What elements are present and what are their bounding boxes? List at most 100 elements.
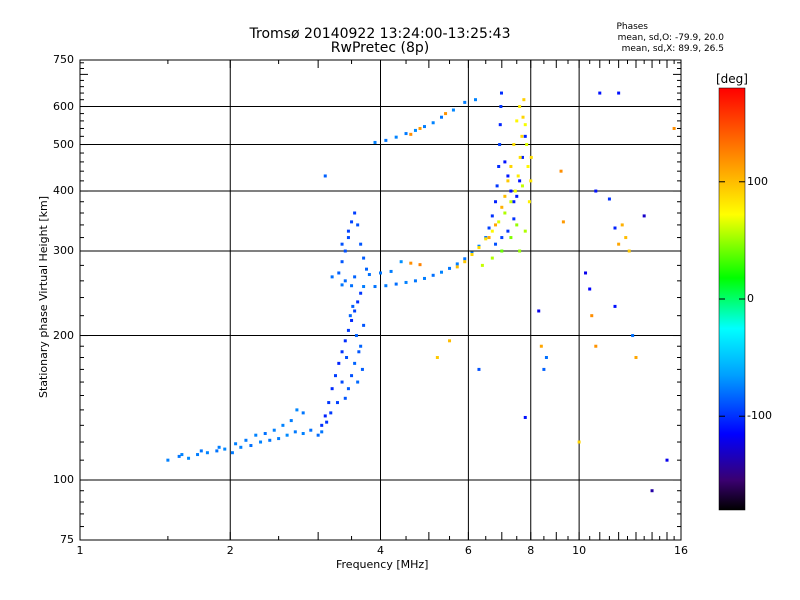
data-point (503, 160, 507, 164)
data-point (323, 414, 327, 418)
data-point (343, 339, 347, 343)
data-point (634, 355, 638, 359)
data-point (357, 350, 361, 354)
y-tick-label: 500 (53, 137, 74, 151)
data-point (444, 112, 448, 116)
data-point (356, 380, 360, 384)
data-point (268, 438, 272, 442)
colorbar-tick-label: 0 (747, 292, 754, 305)
data-point (509, 164, 513, 168)
data-point (527, 200, 531, 204)
x-tick-label: 16 (674, 544, 688, 557)
data-point (356, 223, 360, 227)
data-point (399, 260, 403, 264)
data-point (518, 105, 522, 109)
data-point (340, 283, 344, 287)
data-point (503, 211, 507, 215)
y-tick-label: 300 (53, 244, 74, 257)
data-point (353, 361, 357, 365)
data-point (607, 197, 611, 201)
data-point (440, 270, 444, 274)
data-point (613, 304, 617, 308)
data-point (498, 143, 502, 147)
data-point (590, 314, 594, 318)
data-point (480, 263, 484, 267)
data-point (463, 260, 467, 264)
data-point (523, 134, 527, 138)
data-point (577, 440, 581, 444)
data-point (448, 339, 452, 343)
data-point (337, 271, 341, 275)
data-point (289, 419, 293, 423)
data-point (394, 135, 398, 139)
data-point (356, 300, 360, 304)
data-point (340, 242, 344, 246)
data-point (249, 444, 253, 448)
data-point (379, 271, 382, 275)
data-point (520, 155, 524, 159)
x-tick-label: 6 (464, 544, 472, 557)
data-point (509, 200, 513, 204)
y-tick-label: 75 (60, 533, 74, 546)
data-point (522, 98, 526, 102)
data-point (362, 285, 366, 289)
data-point (351, 304, 355, 308)
data-point (506, 229, 510, 233)
data-point (529, 155, 533, 159)
data-point (234, 442, 238, 446)
data-point (413, 279, 417, 283)
data-point (594, 189, 598, 193)
data-point (350, 284, 354, 288)
data-point (389, 269, 393, 273)
data-point (180, 453, 184, 457)
data-point (254, 433, 258, 437)
data-point (359, 242, 363, 246)
data-point (187, 456, 191, 460)
x-tick-label: 1 (76, 544, 84, 557)
data-point (431, 121, 435, 125)
data-point (617, 242, 621, 246)
data-point (343, 249, 347, 253)
data-point (418, 126, 422, 130)
x-tick-label: 4 (377, 544, 384, 557)
data-point (499, 91, 503, 95)
colorbar-ticks (719, 181, 745, 417)
data-point (418, 263, 422, 267)
data-point (316, 433, 320, 437)
data-point (320, 430, 324, 434)
grid-layer (80, 60, 681, 540)
data-point (293, 430, 297, 434)
data-point (499, 105, 503, 109)
data-point (542, 367, 546, 371)
data-point (495, 184, 499, 188)
data-point (503, 194, 507, 198)
y-axis-label: Stationary phase Virtual Height [km] (37, 195, 50, 398)
data-point (665, 458, 669, 462)
data-point (463, 257, 467, 261)
data-point (196, 453, 200, 457)
data-point (672, 126, 676, 130)
data-point (494, 242, 498, 246)
data-point (463, 100, 467, 104)
data-point (584, 271, 588, 275)
data-point (529, 179, 533, 183)
data-point (166, 458, 170, 462)
data-point (384, 284, 388, 288)
data-point (244, 438, 248, 442)
data-point (477, 367, 481, 371)
data-point (350, 220, 354, 224)
data-point (422, 276, 426, 280)
data-point (509, 189, 513, 193)
data-point (329, 411, 333, 415)
data-point (404, 132, 408, 136)
data-point (413, 128, 417, 132)
data-point (362, 323, 366, 327)
data-point (230, 451, 234, 455)
data-point (515, 194, 519, 198)
data-point (512, 143, 516, 147)
data-point (497, 220, 501, 224)
data-point (359, 291, 363, 295)
data-point (487, 236, 491, 240)
data-point (177, 454, 181, 458)
